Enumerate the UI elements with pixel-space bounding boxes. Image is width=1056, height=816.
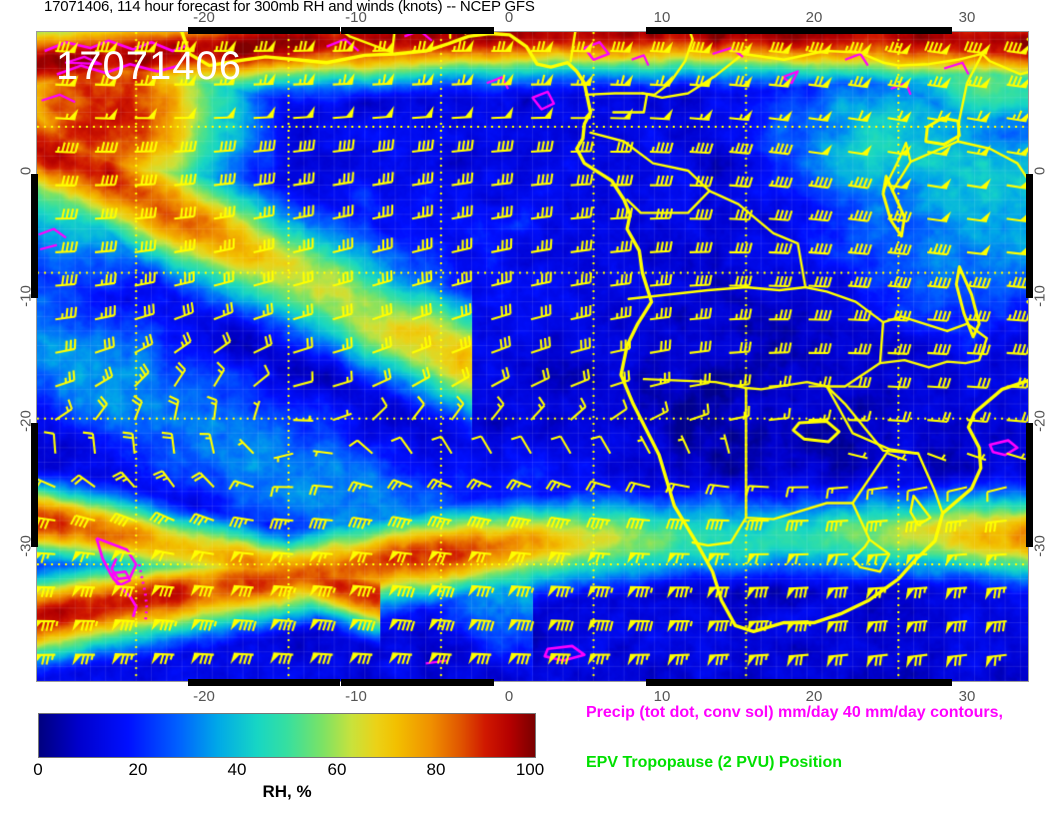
axis-band-right-2 — [1026, 423, 1033, 547]
axis-band-left-2 — [31, 423, 38, 547]
top-tick-label-4: 10 — [653, 9, 671, 26]
top-tick-label-1: -20 — [193, 9, 215, 26]
top-tick-label-2: -10 — [345, 9, 367, 26]
axis-band-right-1 — [1026, 174, 1033, 298]
page-title: 17071406, 114 hour forecast for 300mb RH… — [44, 0, 535, 15]
colorbar-label: RH, % — [262, 782, 312, 801]
colorbar-tick-0: 0 — [33, 760, 43, 779]
right-tick-label-1: 0 — [1031, 166, 1049, 176]
colorbar-tick-60: 60 — [327, 760, 347, 779]
axis-band-left-1 — [31, 174, 38, 298]
axis-band-top-1 — [188, 27, 340, 34]
colorbar-tick-20: 20 — [128, 760, 148, 779]
colorbar-tick-40: 40 — [227, 760, 247, 779]
top-tick-label-6: 30 — [958, 9, 976, 26]
colorbar-tick-100: 100 — [515, 760, 545, 779]
axis-band-top-2 — [341, 27, 494, 34]
colorbar — [38, 713, 536, 758]
forecast-map[interactable] — [36, 31, 1029, 682]
axis-band-top-4 — [799, 27, 952, 34]
axis-band-bottom-1 — [188, 679, 340, 686]
top-tick-label-3: 0 — [504, 9, 514, 26]
axis-band-top-3 — [646, 27, 799, 34]
bottom-tick-label-4: 10 — [653, 688, 671, 705]
bottom-tick-label-3: 0 — [504, 688, 514, 705]
bottom-tick-label-1: -20 — [193, 688, 215, 705]
axis-band-bottom-3 — [646, 679, 799, 686]
colorbar-gradient — [38, 713, 536, 758]
rh-field-canvas — [37, 32, 1028, 681]
top-tick-label-5: 20 — [805, 9, 823, 26]
legend-precip-label: Precip (tot dot, conv sol) mm/day 40 mm/… — [586, 704, 1003, 721]
right-tick-label-2: -10 — [1031, 285, 1049, 307]
legend-epv-label: EPV Tropopause (2 PVU) Position — [586, 754, 843, 771]
right-tick-label-3: -20 — [1031, 410, 1049, 432]
colorbar-tick-80: 80 — [426, 760, 446, 779]
axis-band-bottom-4 — [799, 679, 952, 686]
right-tick-label-4: -30 — [1031, 535, 1049, 557]
bottom-tick-label-6: 30 — [958, 688, 976, 705]
bottom-tick-label-2: -10 — [345, 688, 367, 705]
axis-band-bottom-2 — [341, 679, 494, 686]
bottom-tick-label-5: 20 — [805, 688, 823, 705]
